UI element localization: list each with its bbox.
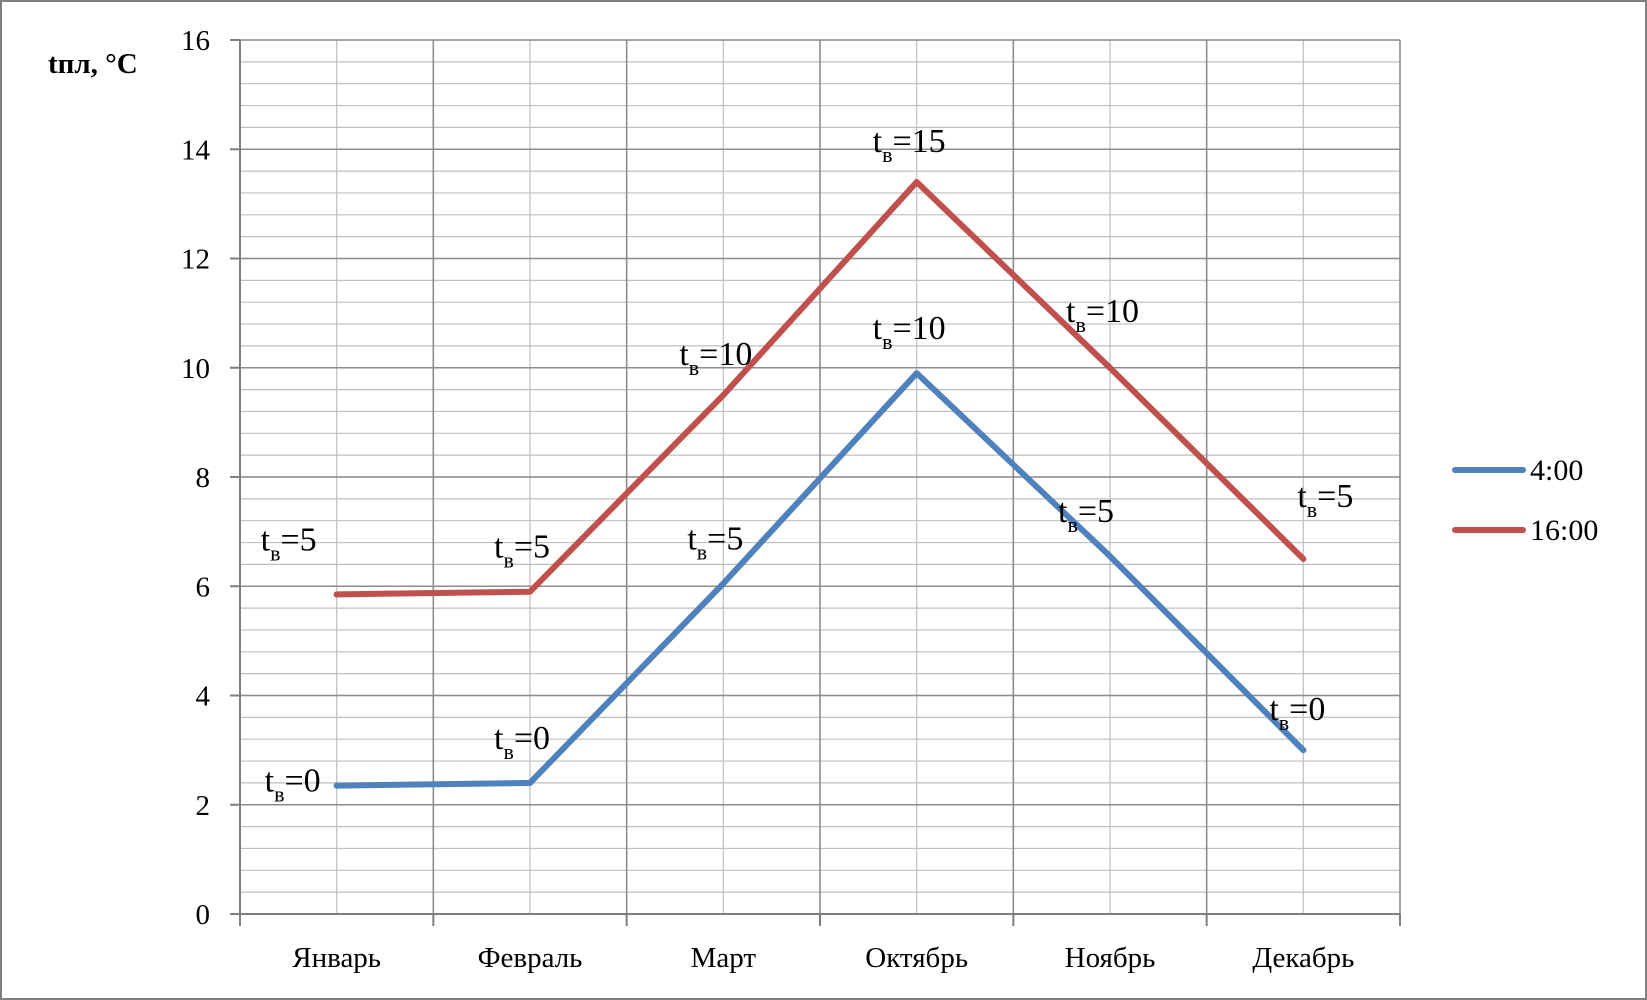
legend-entry: 4:00 — [1530, 454, 1583, 487]
x-tick-label: Декабрь — [1252, 942, 1354, 974]
y-tick-label: 6 — [196, 571, 211, 603]
point-annotation: tв=10 — [873, 310, 946, 354]
point-annotation: tв=0 — [1269, 691, 1325, 735]
y-tick-label: 10 — [181, 353, 210, 385]
x-tick-label: Октябрь — [865, 942, 968, 974]
legend-entry: 16:00 — [1530, 514, 1598, 547]
y-tick-label: 4 — [196, 681, 211, 713]
data-point — [1107, 364, 1113, 371]
data-point — [333, 782, 340, 789]
y-tick-label: 0 — [196, 899, 211, 931]
y-tick-labels: 0 2 4 6 8 10 12 14 16 — [181, 25, 211, 931]
data-point — [527, 779, 533, 786]
y-tick-label: 14 — [181, 134, 211, 166]
data-point — [1107, 553, 1113, 560]
point-annotation: tв=5 — [261, 521, 317, 565]
data-point — [1300, 747, 1307, 754]
x-tick-labels: Январь Февраль Март Октябрь Ноябрь Декабрь — [292, 942, 1354, 974]
point-annotation: tв=5 — [687, 521, 743, 565]
point-annotation: tв=0 — [494, 720, 550, 764]
data-point — [913, 179, 920, 186]
point-annotation: tв=10 — [679, 336, 752, 380]
axes — [230, 39, 1401, 926]
point-annotation: tв=5 — [1058, 493, 1114, 537]
data-point — [333, 591, 340, 598]
point-annotation: tв=5 — [1297, 478, 1353, 522]
point-annotations: tв=0 tв=0 tв=5 tв=10 tв=5 tв=0 tв=5 tв=5 tв=10 tв… — [261, 123, 1354, 807]
point-annotation: tв=15 — [873, 123, 946, 167]
x-tick-label: Февраль — [478, 942, 583, 974]
data-point — [720, 392, 727, 399]
series-line — [333, 179, 1307, 598]
point-annotation: tв=0 — [265, 763, 321, 807]
x-tick-label: Январь — [292, 942, 381, 974]
point-annotation: tв=10 — [1066, 293, 1139, 337]
x-tick-label: Ноябрь — [1065, 942, 1156, 974]
y-tick-label: 8 — [196, 462, 211, 494]
data-point — [527, 588, 533, 595]
y-tick-label: 12 — [181, 244, 210, 276]
y-tick-label: 2 — [196, 790, 211, 822]
y-tick-label: 16 — [181, 25, 210, 57]
data-point — [720, 580, 727, 587]
series-lines — [333, 179, 1307, 789]
point-annotation: tв=5 — [494, 529, 550, 573]
data-point — [913, 370, 920, 377]
x-tick-label: Март — [691, 942, 757, 974]
y-axis-label: tпл, °C — [48, 48, 138, 80]
legend: 4:00 16:00 — [1452, 454, 1598, 547]
series-line — [333, 370, 1307, 789]
data-point — [1300, 555, 1307, 562]
